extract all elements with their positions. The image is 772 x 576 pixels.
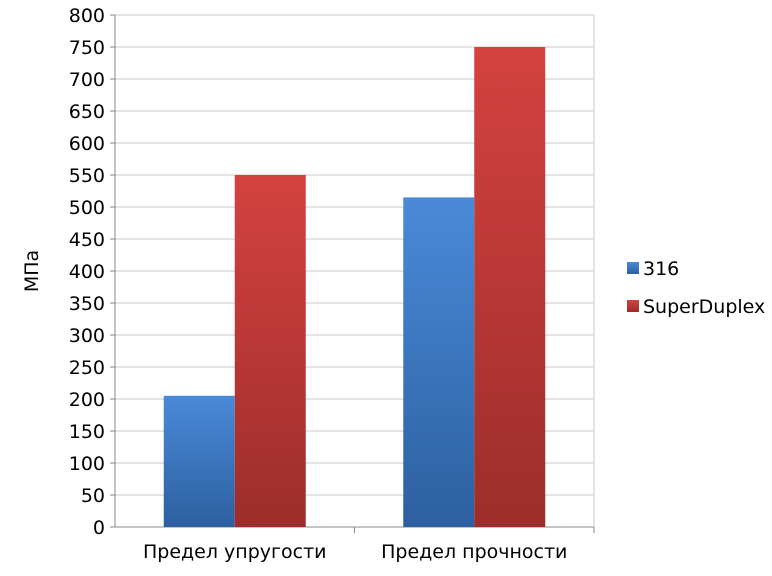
y-tick-label: 500: [69, 197, 105, 219]
bar-superduplex-2: [474, 47, 546, 527]
y-tick-label: 0: [93, 517, 105, 539]
category-label: Предел прочности: [381, 541, 567, 563]
legend-swatch: [627, 300, 639, 312]
bar-superduplex-1: [234, 175, 306, 527]
category-label: Предел упругости: [143, 541, 327, 563]
y-tick-label: 550: [69, 165, 105, 187]
y-tick-label: 150: [69, 421, 105, 443]
y-tick-label: 600: [69, 133, 105, 155]
y-tick-labels: 0 50 100 150 200 250 300 350 400 450 500 550 600 650 7…: [69, 5, 105, 539]
y-axis-title: МПа: [21, 250, 43, 292]
y-tick-label: 750: [69, 37, 105, 59]
y-tick-label: 250: [69, 357, 105, 379]
legend-label: SuperDuplex: [643, 296, 765, 318]
y-tick-label: 50: [81, 485, 105, 507]
bars: [163, 47, 546, 527]
legend: 316 SuperDuplex: [627, 258, 765, 318]
legend-swatch: [627, 262, 639, 274]
y-tick-label: 100: [69, 453, 105, 475]
bar-316-2: [403, 197, 475, 527]
y-tick-label: 200: [69, 389, 105, 411]
y-tick-label: 800: [69, 5, 105, 27]
y-tick-label: 300: [69, 325, 105, 347]
y-tick-label: 350: [69, 293, 105, 315]
y-tick-label: 450: [69, 229, 105, 251]
category-labels: Предел упругости Предел прочности: [143, 541, 567, 563]
y-tick-label: 700: [69, 69, 105, 91]
y-tick-label: 650: [69, 101, 105, 123]
bar-316-1: [163, 395, 235, 527]
legend-label: 316: [643, 258, 679, 280]
y-tick-label: 400: [69, 261, 105, 283]
